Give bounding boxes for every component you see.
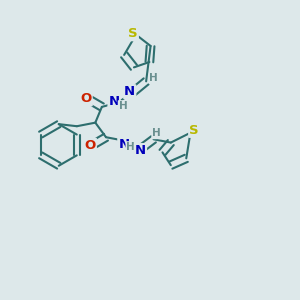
Text: H: H bbox=[126, 142, 135, 152]
Text: H: H bbox=[118, 101, 127, 111]
Text: H: H bbox=[152, 128, 161, 138]
Text: O: O bbox=[85, 139, 96, 152]
Text: N: N bbox=[135, 144, 146, 157]
Text: S: S bbox=[189, 124, 199, 137]
Text: N: N bbox=[118, 138, 129, 151]
Text: N: N bbox=[109, 95, 120, 108]
Text: O: O bbox=[80, 92, 92, 105]
Text: N: N bbox=[124, 85, 135, 98]
Text: H: H bbox=[149, 74, 158, 83]
Text: S: S bbox=[128, 27, 138, 40]
